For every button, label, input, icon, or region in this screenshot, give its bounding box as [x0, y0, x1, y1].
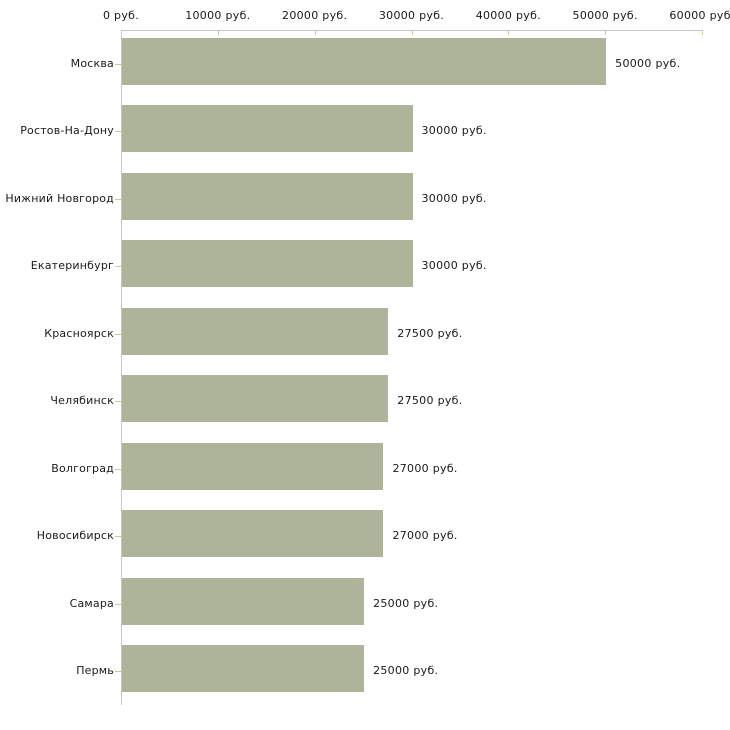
value-label: 30000 руб.: [421, 259, 487, 273]
bar: [122, 645, 365, 692]
category-tick: [115, 671, 121, 673]
bar: [122, 375, 389, 422]
value-label: 25000 руб.: [373, 664, 439, 678]
category-label: Нижний Новгород: [5, 191, 114, 205]
y-axis-line: [121, 30, 122, 705]
x-axis-tick-label: 20000 руб.: [282, 9, 348, 22]
x-axis-tick-label: 10000 руб.: [185, 9, 251, 22]
x-axis-tick: [314, 30, 316, 35]
x-axis-tick: [121, 30, 122, 35]
x-axis-tick-label: 30000 руб.: [378, 9, 445, 22]
category-tick: [115, 198, 121, 200]
value-label: 27500 руб.: [397, 394, 463, 408]
value-label: 25000 руб.: [373, 596, 439, 610]
value-label: 50000 руб.: [615, 56, 681, 70]
value-label: 27000 руб.: [392, 461, 458, 475]
category-tick: [115, 131, 121, 133]
bar: [122, 577, 365, 625]
category-label: Пермь: [76, 664, 114, 678]
x-axis-tick: [702, 30, 703, 35]
category-label: Волгоград: [51, 461, 114, 475]
category-tick: [115, 401, 121, 403]
x-axis-tick-label: 40000 руб.: [475, 9, 541, 22]
category-tick: [115, 266, 121, 268]
bar: [122, 172, 413, 220]
category-tick: [115, 468, 121, 470]
value-label: 27000 руб.: [392, 529, 458, 543]
category-label: Красноярск: [44, 326, 114, 340]
category-tick: [115, 63, 121, 65]
bar: [122, 442, 384, 490]
value-label: 27500 руб.: [397, 326, 463, 340]
category-label: Москва: [70, 56, 114, 70]
category-label: Екатеринбург: [30, 259, 114, 273]
category-tick: [115, 333, 121, 335]
category-label: Самара: [69, 596, 114, 610]
bar: [122, 510, 384, 557]
bar: [122, 307, 389, 355]
x-axis-tick: [508, 30, 510, 35]
x-axis-tick: [411, 30, 413, 35]
x-axis-tick: [217, 30, 219, 35]
category-tick: [115, 603, 121, 605]
value-label: 30000 руб.: [421, 191, 487, 205]
bar: [122, 37, 607, 85]
x-axis-tick-label: 0 руб.: [102, 9, 140, 22]
category-label: Новосибирск: [36, 529, 114, 543]
bar: [122, 240, 413, 287]
value-label: 30000 руб.: [421, 124, 487, 138]
x-axis-tick-label: 60000 руб.: [669, 9, 730, 22]
category-label: Челябинск: [50, 394, 114, 408]
x-axis-tick: [605, 30, 607, 35]
bar: [122, 105, 413, 152]
category-label: Ростов-На-Дону: [20, 124, 114, 138]
category-tick: [115, 536, 121, 538]
x-axis-tick-label: 50000 руб.: [572, 9, 638, 22]
